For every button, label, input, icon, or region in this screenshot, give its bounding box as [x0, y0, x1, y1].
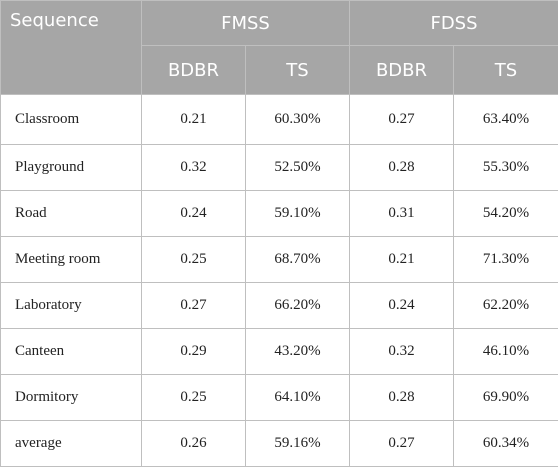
- cell-sequence: Laboratory: [1, 283, 142, 329]
- cell-fmss-ts: 59.10%: [246, 191, 350, 237]
- cell-sequence: Canteen: [1, 329, 142, 375]
- cell-fmss-ts: 66.20%: [246, 283, 350, 329]
- cell-fmss-ts: 43.20%: [246, 329, 350, 375]
- header-sequence: Sequence: [1, 1, 142, 95]
- cell-fmss-bdbr: 0.25: [142, 237, 246, 283]
- cell-sequence: Classroom: [1, 95, 142, 145]
- cell-fmss-bdbr: 0.25: [142, 375, 246, 421]
- cell-sequence: Road: [1, 191, 142, 237]
- table-body: Classroom 0.21 60.30% 0.27 63.40% Playgr…: [1, 95, 558, 467]
- cell-fmss-bdbr: 0.26: [142, 421, 246, 467]
- cell-fmss-ts: 52.50%: [246, 145, 350, 191]
- cell-fmss-ts: 64.10%: [246, 375, 350, 421]
- cell-fdss-bdbr: 0.28: [350, 145, 454, 191]
- header-fmss-bdbr: BDBR: [142, 46, 246, 95]
- cell-sequence: Playground: [1, 145, 142, 191]
- cell-fdss-bdbr: 0.27: [350, 421, 454, 467]
- cell-fdss-bdbr: 0.32: [350, 329, 454, 375]
- cell-fmss-bdbr: 0.21: [142, 95, 246, 145]
- cell-fmss-ts: 59.16%: [246, 421, 350, 467]
- cell-fdss-ts: 60.34%: [454, 421, 558, 467]
- table-row: Dormitory 0.25 64.10% 0.28 69.90%: [1, 375, 558, 421]
- table-row: Meeting room 0.25 68.70% 0.21 71.30%: [1, 237, 558, 283]
- cell-fdss-bdbr: 0.28: [350, 375, 454, 421]
- table-row: Canteen 0.29 43.20% 0.32 46.10%: [1, 329, 558, 375]
- cell-fmss-ts: 68.70%: [246, 237, 350, 283]
- cell-fdss-bdbr: 0.27: [350, 95, 454, 145]
- table-row: Playground 0.32 52.50% 0.28 55.30%: [1, 145, 558, 191]
- cell-fdss-ts: 71.30%: [454, 237, 558, 283]
- table-header: Sequence FMSS FDSS BDBR TS BDBR TS: [1, 1, 558, 95]
- cell-fdss-bdbr: 0.31: [350, 191, 454, 237]
- cell-fdss-ts: 46.10%: [454, 329, 558, 375]
- cell-fmss-bdbr: 0.32: [142, 145, 246, 191]
- cell-fdss-ts: 55.30%: [454, 145, 558, 191]
- cell-fdss-bdbr: 0.21: [350, 237, 454, 283]
- table-row-average: average 0.26 59.16% 0.27 60.34%: [1, 421, 558, 467]
- header-fmss-ts: TS: [246, 46, 350, 95]
- header-group-fmss: FMSS: [142, 1, 350, 46]
- cell-fmss-bdbr: 0.24: [142, 191, 246, 237]
- header-fdss-ts: TS: [454, 46, 558, 95]
- cell-fdss-ts: 63.40%: [454, 95, 558, 145]
- header-fdss-bdbr: BDBR: [350, 46, 454, 95]
- cell-fmss-bdbr: 0.27: [142, 283, 246, 329]
- header-group-fdss: FDSS: [350, 1, 558, 46]
- cell-fmss-bdbr: 0.29: [142, 329, 246, 375]
- cell-fdss-ts: 62.20%: [454, 283, 558, 329]
- cell-fdss-ts: 69.90%: [454, 375, 558, 421]
- cell-sequence: Dormitory: [1, 375, 142, 421]
- table-row: Laboratory 0.27 66.20% 0.24 62.20%: [1, 283, 558, 329]
- cell-sequence: average: [1, 421, 142, 467]
- table-row: Classroom 0.21 60.30% 0.27 63.40%: [1, 95, 558, 145]
- table-row: Road 0.24 59.10% 0.31 54.20%: [1, 191, 558, 237]
- cell-fdss-bdbr: 0.24: [350, 283, 454, 329]
- cell-fdss-ts: 54.20%: [454, 191, 558, 237]
- cell-fmss-ts: 60.30%: [246, 95, 350, 145]
- cell-sequence: Meeting room: [1, 237, 142, 283]
